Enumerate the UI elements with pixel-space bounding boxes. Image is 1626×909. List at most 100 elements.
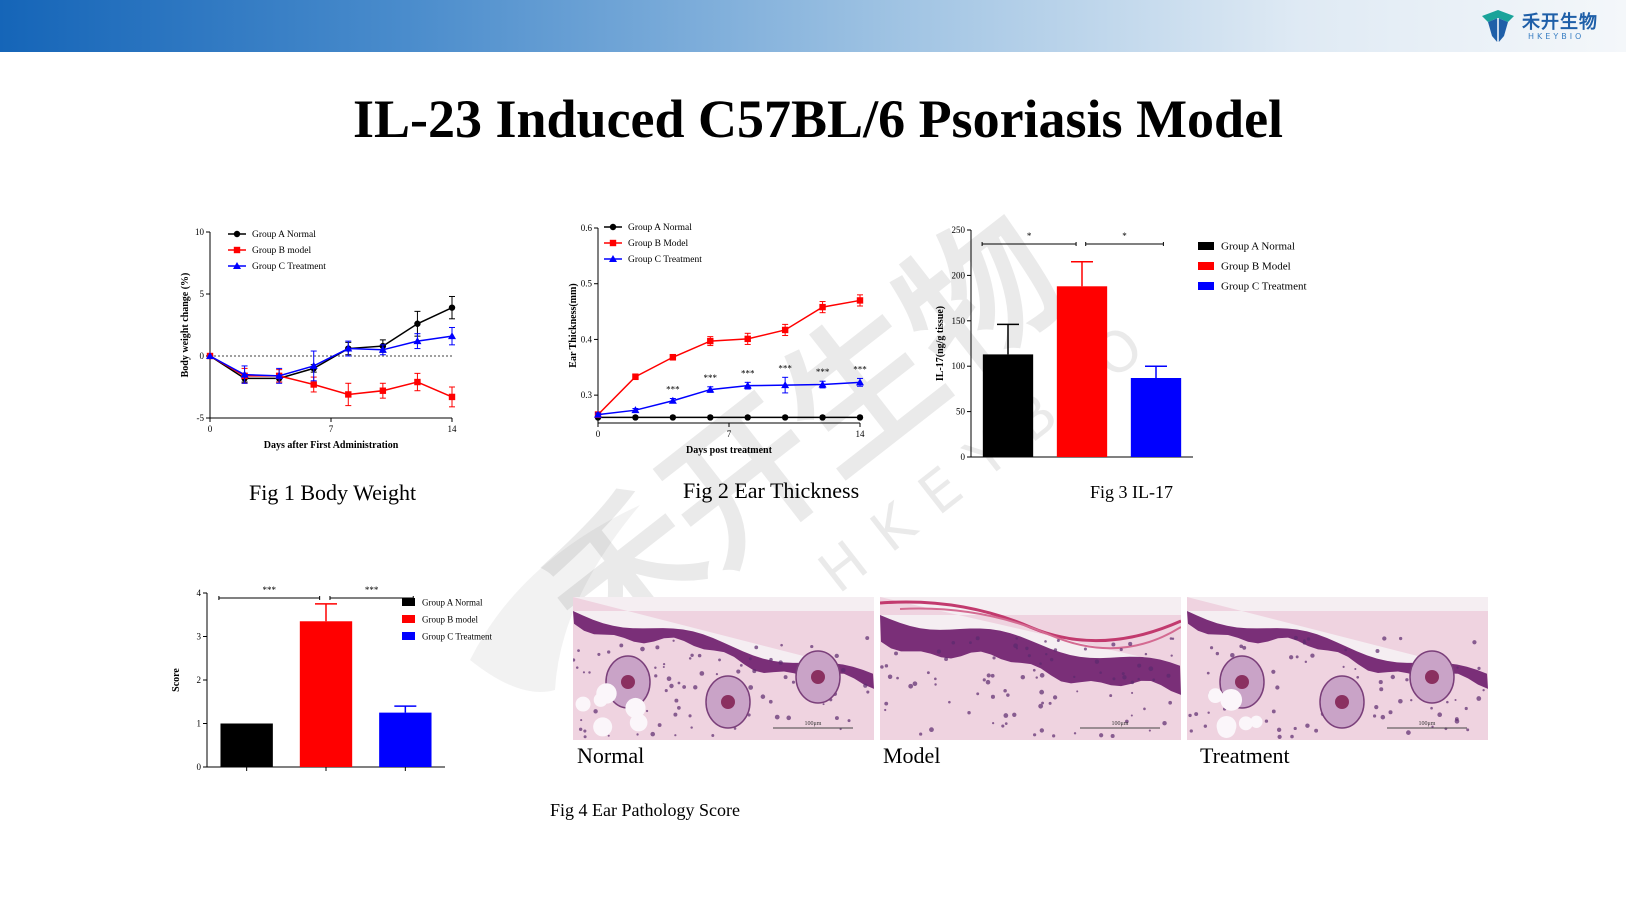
cell-nucleus [1390,674,1396,680]
cell-nucleus [1137,677,1140,681]
cell-nucleus [1379,687,1384,692]
cell-nucleus [1302,641,1307,645]
cell-nucleus [754,645,759,650]
bar [379,712,432,767]
data-point [413,337,422,345]
cell-nucleus [1045,652,1048,656]
data-point [856,414,864,421]
data-point [669,354,677,361]
adipocyte [593,692,608,707]
pathology-score-chart: 0 1 2 3 4 Score *** *** Group A Normal Group B mo… [171,585,493,772]
cell-nucleus [948,700,951,704]
cell-nucleus [926,671,930,675]
cell-nucleus [1306,637,1311,641]
series-1 [594,294,864,418]
cell-nucleus [682,685,687,689]
cell-nucleus [1073,675,1076,679]
cell-nucleus [1264,719,1269,723]
data-point [448,304,456,311]
cell-nucleus [1039,662,1042,665]
data-point [706,385,715,393]
cell-nucleus [1271,669,1276,674]
cell-nucleus [1405,678,1409,682]
il17-chart: 0 50 100 150 200 250 IL-17(ng/g tissue) * * Group… [935,225,1307,462]
cell-nucleus [967,711,971,715]
cell-nucleus [1119,647,1123,652]
cell-nucleus [1194,712,1199,717]
page-title: IL-23 Induced C57BL/6 Psoriasis Model [352,89,1284,149]
cell-nucleus [986,673,991,678]
data-point [310,381,317,388]
cell-nucleus [733,727,737,730]
data-point [707,414,714,421]
cell-nucleus [1305,723,1310,728]
cell-nucleus [1039,728,1045,733]
follicle-core [1425,670,1439,684]
adipocyte [629,713,648,732]
cell-nucleus [822,703,825,706]
y-tick-label: 200 [952,270,966,280]
legend-label: Group A Normal [422,598,483,608]
cell-nucleus [1354,667,1357,671]
series-2 [594,376,864,418]
data-point [378,345,387,353]
cell-nucleus [774,714,780,720]
cell-nucleus [1094,659,1100,664]
cell-nucleus [768,699,773,704]
cell-nucleus [1215,651,1220,656]
cell-nucleus [711,734,715,737]
cell-nucleus [990,694,996,699]
y-tick-label: 5 [200,289,205,299]
cell-nucleus [582,671,586,674]
data-point [309,361,318,369]
legend-swatch [402,615,415,623]
scale-bar-label: 100μm [1112,721,1129,727]
cell-nucleus [1271,709,1276,714]
histology-label-model: Model [883,743,941,768]
cell-nucleus [1006,693,1010,697]
cell-nucleus [1203,724,1208,728]
legend-label: Group B Model [1221,261,1291,273]
legend-marker [609,255,617,262]
cell-nucleus [1076,690,1079,693]
data-point [781,414,789,421]
legend-label: Group A Normal [1221,241,1295,253]
cell-nucleus [699,671,705,676]
cell-nucleus [908,683,914,689]
cell-nucleus [985,679,991,685]
significance-label: *** [704,373,718,383]
cell-nucleus [662,662,666,666]
cell-nucleus [863,683,868,688]
cell-nucleus [669,683,674,689]
bar [299,621,353,767]
cell-nucleus [597,652,601,656]
legend-label: Group C Treatment [252,262,326,272]
cell-nucleus [919,732,923,736]
cell-nucleus [1003,688,1007,693]
x-tick-label: 14 [448,424,458,434]
y-tick-label: 100 [952,361,966,371]
cell-nucleus [588,671,591,674]
y-tick-label: 1 [197,719,202,729]
cell-nucleus [990,673,995,678]
cell-nucleus [1038,703,1044,709]
cell-nucleus [1289,655,1294,660]
cell-nucleus [1410,698,1413,702]
data-point [632,373,639,380]
keratin-layer [899,607,1181,650]
cell-nucleus [1277,734,1282,740]
cell-nucleus [1083,647,1087,651]
cell-nucleus [1314,728,1319,733]
significance-label: * [1122,231,1127,241]
brand-logo[interactable]: 禾开生物 HKEYBIO [1478,6,1618,46]
significance-label: *** [365,585,379,595]
cell-nucleus [1303,639,1306,642]
y-tick-label: -5 [197,413,205,423]
cell-nucleus [1293,726,1297,731]
legend-swatch [1198,242,1214,250]
follicle-core [621,675,635,689]
cell-nucleus [894,651,898,656]
significance-label: *** [853,364,867,374]
legend-marker [233,262,241,269]
cell-nucleus [1109,694,1113,698]
